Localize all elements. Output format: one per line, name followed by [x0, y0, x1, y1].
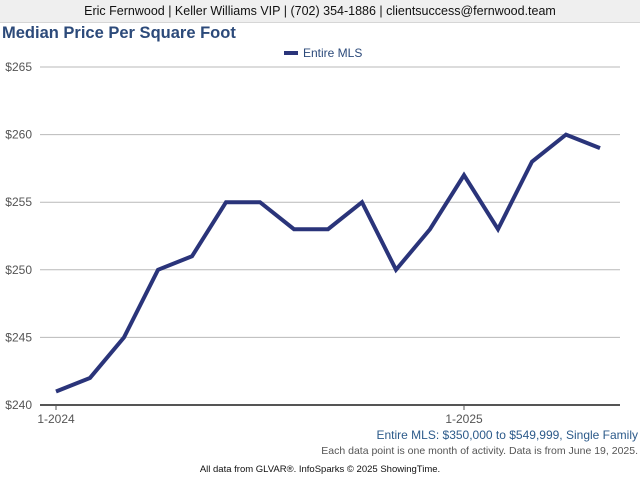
- y-tick-label: $265: [5, 60, 32, 74]
- legend-label: Entire MLS: [303, 46, 363, 60]
- series-layer: [55, 132, 601, 394]
- x-tick-label: 1-2025: [445, 412, 483, 426]
- data-note: Each data point is one month of activity…: [321, 445, 638, 457]
- y-tick-label: $245: [5, 330, 32, 344]
- chart-subtitle: Entire MLS: $350,000 to $549,999, Single…: [376, 428, 639, 442]
- legend-swatch: [284, 51, 298, 55]
- y-tick-label: $240: [5, 398, 32, 412]
- x-tick-label: 1-2024: [37, 412, 75, 426]
- chart-title: Median Price Per Square Foot: [2, 24, 236, 42]
- contact-text: Eric Fernwood | Keller Williams VIP | (7…: [84, 4, 556, 18]
- grid-lines: [40, 66, 620, 338]
- series-line-entire-mls: [55, 132, 601, 394]
- chart-legend: Entire MLS: [284, 46, 362, 60]
- y-tick-label: $250: [5, 263, 32, 277]
- contact-banner: Eric Fernwood | Keller Williams VIP | (7…: [0, 0, 640, 23]
- y-tick-label: $255: [5, 195, 32, 209]
- y-tick-label: $260: [5, 128, 32, 142]
- axes: $240 $245 $250 $255 $260 $265 1-2024 1-2025: [5, 60, 620, 426]
- source-footer: All data from GLVAR®. InfoSparks © 2025 …: [199, 464, 441, 475]
